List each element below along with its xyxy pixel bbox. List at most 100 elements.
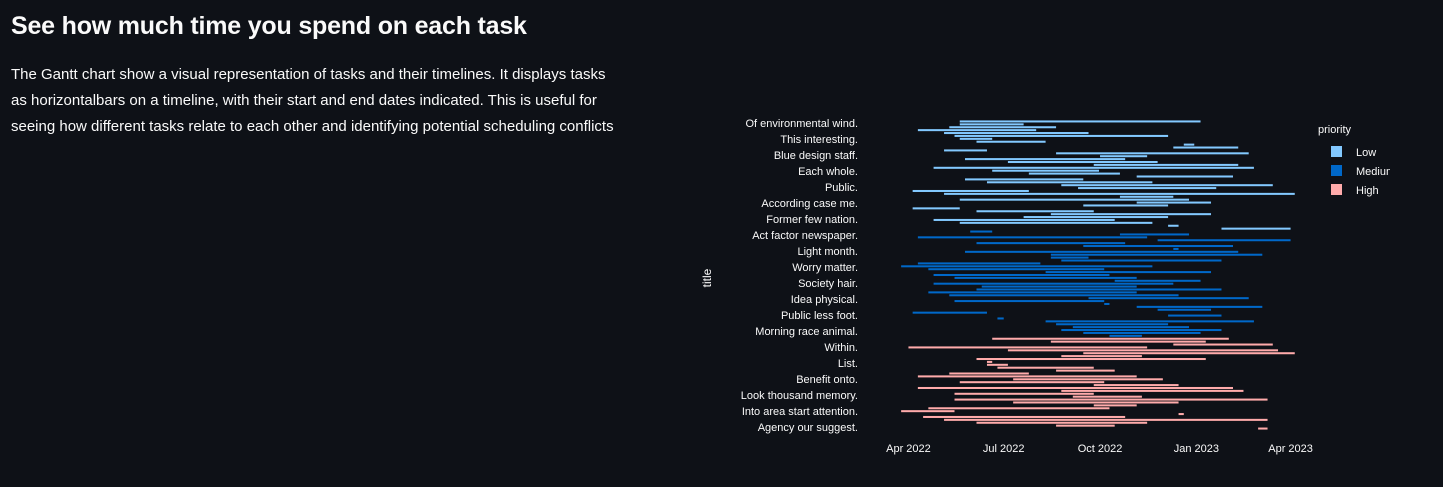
task-bar-low[interactable] [959, 123, 1024, 126]
task-bar-high[interactable] [1173, 343, 1273, 346]
task-bar-low[interactable] [1078, 187, 1217, 190]
task-bar-low[interactable] [1007, 160, 1158, 164]
task-bar-high[interactable] [1056, 369, 1115, 372]
task-bar-medium[interactable] [917, 236, 1148, 239]
task-bar-high[interactable] [917, 375, 1137, 378]
task-bar-high[interactable] [1093, 404, 1137, 407]
task-bar-low[interactable] [1221, 227, 1291, 230]
task-bar-medium[interactable] [1050, 256, 1089, 259]
task-bar-medium[interactable] [1114, 279, 1201, 282]
legend-label-medium[interactable]: Medium [1356, 166, 1390, 178]
task-bar-low[interactable] [933, 166, 1254, 169]
task-bar-high[interactable] [1061, 389, 1244, 392]
legend-label-high[interactable]: High [1356, 185, 1379, 197]
task-bar-high[interactable] [1007, 349, 1279, 352]
task-bar-medium[interactable] [1168, 314, 1222, 317]
task-bar-medium[interactable] [976, 242, 1126, 245]
task-bar-low[interactable] [1136, 175, 1233, 178]
task-bar-high[interactable] [928, 407, 1110, 410]
task-bar-medium[interactable] [1119, 233, 1190, 236]
task-bar-medium[interactable] [1056, 323, 1169, 326]
legend-swatch-low[interactable] [1331, 146, 1342, 157]
task-bar-medium[interactable] [912, 311, 987, 314]
task-bar-low[interactable] [1168, 224, 1179, 227]
task-bar-medium[interactable] [1083, 331, 1201, 334]
task-bar-low[interactable] [1136, 201, 1212, 204]
task-bar-high[interactable] [954, 392, 1094, 395]
task-bar-low[interactable] [976, 210, 1094, 213]
task-bar-medium[interactable] [1061, 329, 1222, 332]
task-bar-medium[interactable] [1104, 302, 1110, 305]
task-bar-high[interactable] [949, 372, 1029, 375]
task-bar-high[interactable] [1050, 340, 1206, 343]
task-bar-medium[interactable] [949, 294, 1179, 297]
task-bar-low[interactable] [1183, 143, 1195, 146]
task-bar-low[interactable] [959, 137, 993, 140]
task-bar-high[interactable] [986, 363, 1008, 366]
task-bar-medium[interactable] [928, 291, 1137, 294]
task-bar-high[interactable] [997, 366, 1094, 369]
task-bar-medium[interactable] [933, 282, 1174, 285]
task-bar-low[interactable] [959, 120, 1201, 123]
task-bar-low[interactable] [912, 207, 960, 210]
legend-swatch-medium[interactable] [1331, 165, 1342, 176]
task-bar-high[interactable] [1013, 401, 1179, 404]
task-bar-high[interactable] [954, 398, 1268, 401]
task-bar-high[interactable] [959, 381, 1105, 384]
task-bar-high[interactable] [1083, 352, 1295, 355]
task-bar-medium[interactable] [981, 285, 1137, 288]
task-bar-medium[interactable] [954, 300, 1105, 303]
task-bar-high[interactable] [976, 421, 1148, 424]
task-bar-low[interactable] [1056, 152, 1249, 155]
task-bar-high[interactable] [1013, 378, 1163, 381]
legend-label-low[interactable]: Low [1356, 147, 1376, 159]
task-bar-medium[interactable] [964, 250, 1239, 253]
task-bar-low[interactable] [964, 178, 1084, 181]
task-bar-low[interactable] [1023, 216, 1169, 219]
task-bar-high[interactable] [992, 337, 1229, 340]
task-bar-medium[interactable] [1061, 259, 1222, 262]
task-bar-low[interactable] [1083, 204, 1169, 207]
task-bar-medium[interactable] [954, 276, 1137, 279]
task-bar-medium[interactable] [976, 288, 1222, 291]
task-bar-medium[interactable] [1136, 305, 1263, 308]
task-bar-medium[interactable] [1088, 297, 1249, 300]
task-bar-medium[interactable] [1072, 326, 1190, 329]
task-bar-high[interactable] [976, 358, 1206, 361]
task-bar-medium[interactable] [917, 262, 1041, 265]
task-bar-medium[interactable] [1083, 245, 1233, 248]
task-bar-high[interactable] [917, 386, 1233, 390]
task-bar-low[interactable] [1173, 146, 1239, 149]
task-bar-medium[interactable] [1157, 239, 1291, 242]
task-bar-high[interactable] [908, 346, 1148, 349]
task-bar-low[interactable] [1119, 195, 1174, 198]
task-bar-high[interactable] [1072, 395, 1142, 398]
task-bar-low[interactable] [954, 134, 1169, 137]
task-bar-low[interactable] [1061, 184, 1273, 187]
task-bar-high[interactable] [1061, 355, 1142, 358]
task-bar-low[interactable] [959, 221, 1153, 224]
task-bar-low[interactable] [917, 129, 1037, 132]
task-bar-low[interactable] [964, 158, 1126, 161]
task-bar-low[interactable] [986, 181, 1153, 184]
task-bar-high[interactable] [944, 418, 1268, 421]
task-bar-medium[interactable] [1109, 334, 1142, 337]
task-bar-medium[interactable] [928, 268, 1105, 271]
task-bar-high[interactable] [923, 415, 1126, 418]
task-bar-low[interactable] [933, 218, 1115, 221]
task-bar-medium[interactable] [1045, 271, 1212, 274]
task-bar-low[interactable] [944, 149, 987, 152]
task-bar-low[interactable] [959, 198, 1190, 201]
task-bar-low[interactable] [912, 189, 1029, 192]
task-bar-high[interactable] [901, 410, 955, 413]
task-bar-low[interactable] [976, 140, 1046, 143]
task-bar-medium[interactable] [1173, 247, 1179, 250]
task-bar-low[interactable] [1093, 163, 1239, 166]
task-bar-high[interactable] [986, 360, 993, 363]
task-bar-high[interactable] [1056, 424, 1115, 427]
task-bar-medium[interactable] [933, 273, 1110, 277]
task-bar-low[interactable] [949, 126, 1057, 129]
task-bar-high[interactable] [1178, 413, 1184, 416]
task-bar-medium[interactable] [997, 317, 1004, 320]
task-bar-low[interactable] [944, 132, 1089, 135]
